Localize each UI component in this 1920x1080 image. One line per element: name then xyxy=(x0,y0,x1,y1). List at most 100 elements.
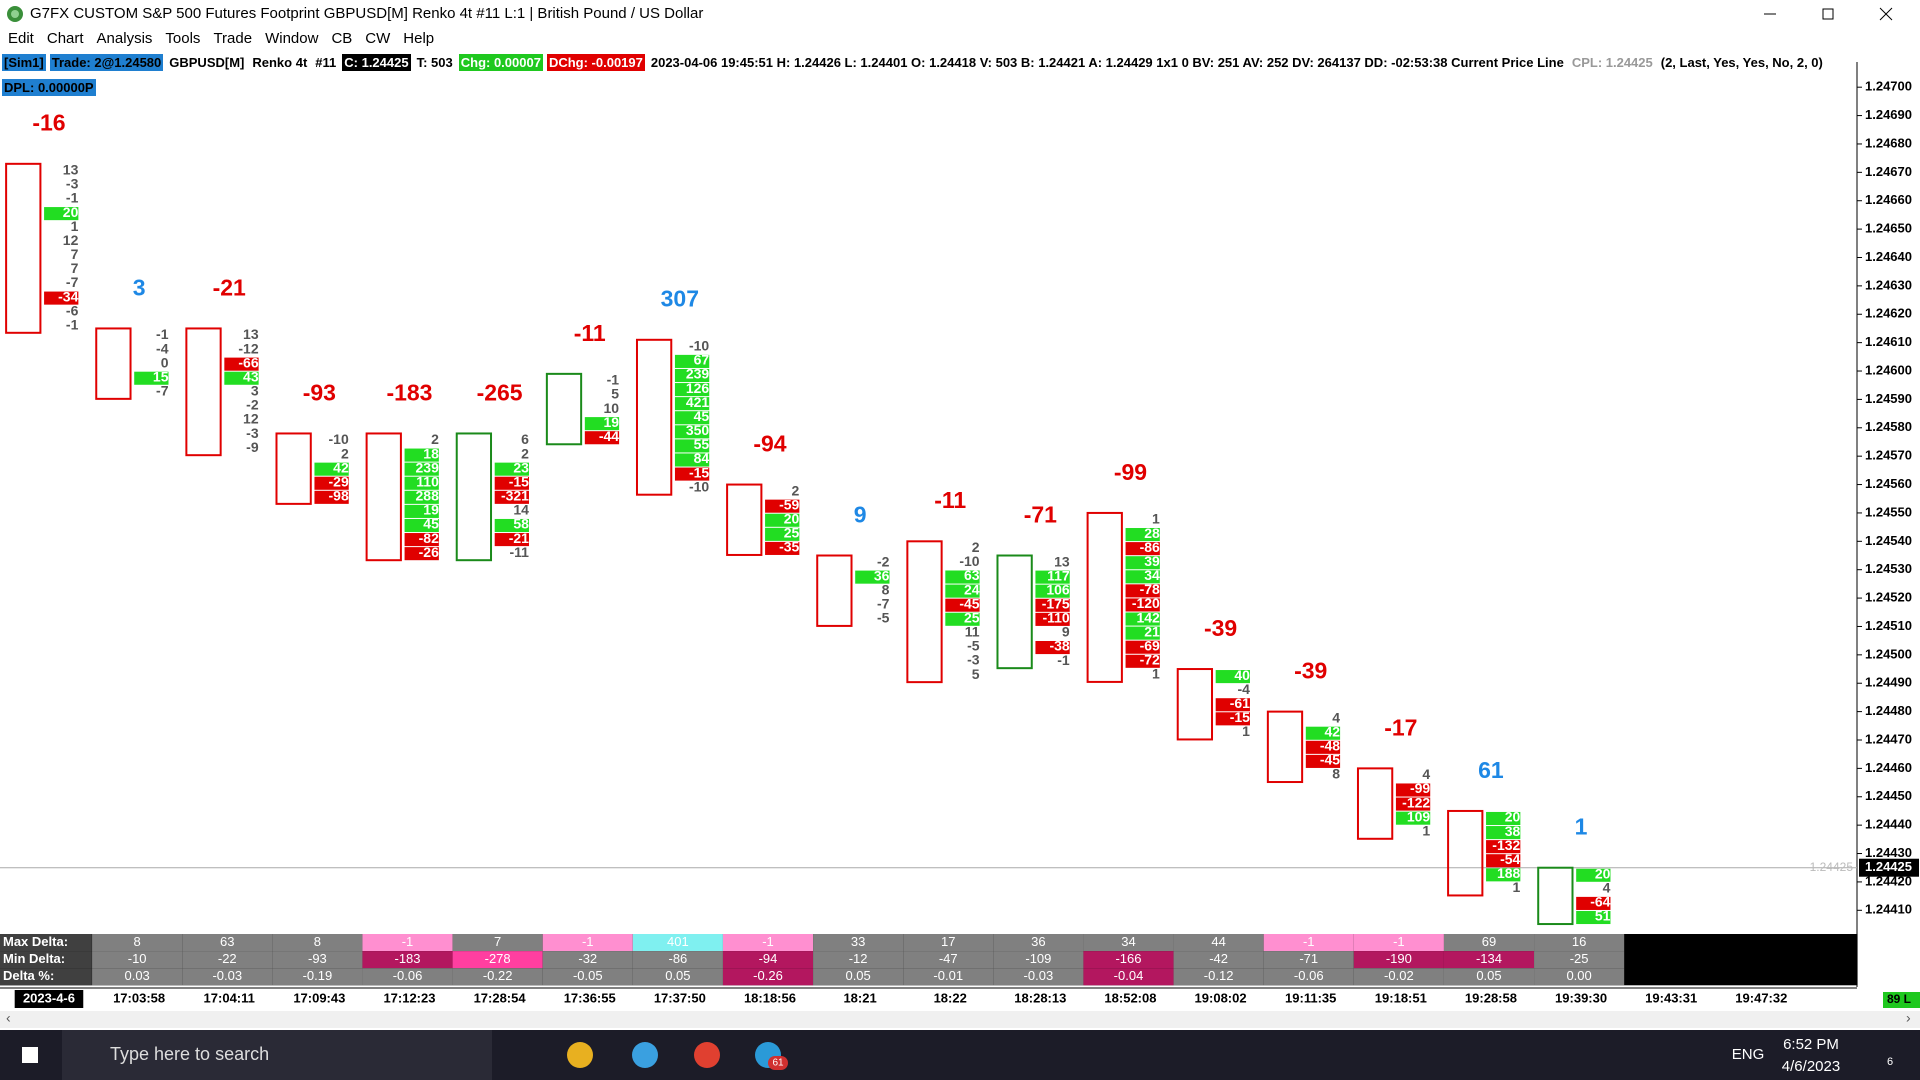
delta-value: -1 xyxy=(607,372,620,388)
summary-cell xyxy=(1443,934,1535,952)
menu-item[interactable]: Edit xyxy=(8,30,34,47)
window-controls[interactable] xyxy=(1740,0,1920,28)
delta-cell xyxy=(494,518,529,533)
menu-item[interactable]: Chart xyxy=(46,30,84,47)
bar-box xyxy=(5,162,42,334)
menu-item[interactable]: Trade xyxy=(213,30,253,47)
delta-value: 63 xyxy=(964,567,980,583)
search-text: Type here to search xyxy=(110,1044,269,1064)
delta-cell xyxy=(1125,542,1160,556)
summary-cell xyxy=(182,951,273,969)
delta-value: -4 xyxy=(1238,681,1251,697)
summary-value: -1 xyxy=(402,934,414,949)
summary-value: -109 xyxy=(1025,951,1051,966)
time-label: 19:43:31 xyxy=(1645,990,1697,1005)
delta-cell xyxy=(1125,598,1160,612)
summary-cell xyxy=(272,934,363,952)
time-label: 19:18:51 xyxy=(1375,990,1427,1005)
status-field: T: 503 xyxy=(414,54,455,71)
summary-value: -12 xyxy=(849,951,868,966)
bar-delta: -11 xyxy=(934,487,966,513)
delta-cell xyxy=(674,439,710,453)
delta-value: -2 xyxy=(877,553,890,569)
delta-cell xyxy=(765,499,800,513)
delta-value: 13 xyxy=(1054,553,1070,569)
summary-value: -47 xyxy=(939,951,958,966)
delta-cell xyxy=(44,291,79,305)
summary-cell xyxy=(1083,934,1174,952)
status-field: GBPUSD[M] xyxy=(167,54,247,71)
summary-value: -94 xyxy=(759,951,778,966)
summary-value: -0.06 xyxy=(393,968,423,983)
delta-value: 350 xyxy=(686,422,710,438)
bar-delta: 307 xyxy=(661,286,699,312)
summary-value: -71 xyxy=(1299,951,1318,966)
delta-value: 11 xyxy=(965,624,980,640)
summary-cell xyxy=(993,934,1084,952)
delta-value: -1 xyxy=(1057,652,1070,668)
delta-cell xyxy=(1576,896,1611,910)
delta-value: 6 xyxy=(521,431,529,447)
delta-value: -59 xyxy=(779,496,799,512)
delta-value: 34 xyxy=(1144,567,1160,583)
delta-value: -5 xyxy=(877,610,890,626)
delta-value: -1 xyxy=(66,190,79,206)
summary-value: -0.06 xyxy=(1294,968,1324,983)
delta-value: 117 xyxy=(1047,567,1070,583)
delta-cell xyxy=(1125,570,1160,584)
delta-value: 36 xyxy=(874,567,890,583)
delta-cell xyxy=(674,383,710,397)
delta-value: 2 xyxy=(521,445,529,461)
delta-value: -48 xyxy=(1320,738,1340,754)
summary-cell xyxy=(1443,951,1535,969)
summary-cell xyxy=(1263,951,1354,969)
summary-value: -0.03 xyxy=(212,968,242,983)
delta-value: -110 xyxy=(1042,610,1069,626)
delta-value: -5 xyxy=(967,638,980,654)
summary-cell xyxy=(452,951,543,969)
summary-cell xyxy=(1353,934,1444,952)
time-label: 17:28:54 xyxy=(474,990,527,1005)
bar-delta: -93 xyxy=(303,379,336,405)
delta-value: 42 xyxy=(1325,723,1341,739)
delta-value: -44 xyxy=(599,428,619,444)
y-tick-label: 1.24480 xyxy=(1865,703,1912,718)
delta-cell xyxy=(1395,783,1431,797)
app-icon xyxy=(7,6,23,22)
status-field: [Sim1] xyxy=(2,54,46,71)
summary-cell xyxy=(1443,968,1535,986)
delta-cell xyxy=(584,417,620,431)
bar-delta: -39 xyxy=(1294,658,1327,684)
delta-value: -1 xyxy=(66,316,79,332)
summary-cell xyxy=(993,968,1084,986)
menu-item[interactable]: Window xyxy=(265,30,319,47)
summary-value: -1 xyxy=(1303,934,1315,949)
delta-value: 20 xyxy=(1595,865,1611,881)
menu-item[interactable]: CB xyxy=(331,30,353,47)
scroll-bar xyxy=(0,1011,1920,1028)
delta-value: 5 xyxy=(972,666,980,682)
summary-cell xyxy=(452,968,543,986)
delta-value: -9 xyxy=(246,439,259,455)
delta-cell xyxy=(1486,840,1521,854)
y-tick-label: 1.24430 xyxy=(1865,845,1912,860)
menu-item[interactable]: Tools xyxy=(165,30,201,47)
summary-value: -86 xyxy=(668,951,687,966)
summary-value: -1 xyxy=(762,934,774,949)
menu-item[interactable]: Analysis xyxy=(96,30,153,47)
delta-value: -21 xyxy=(509,530,529,546)
time-label: 19:28:58 xyxy=(1465,990,1517,1005)
summary-cell xyxy=(1263,934,1354,952)
delta-value: 42 xyxy=(333,459,349,475)
y-tick-label: 1.24460 xyxy=(1865,760,1912,775)
delta-value: 39 xyxy=(1144,553,1160,569)
time-label: 17:37:50 xyxy=(654,990,706,1005)
delta-cell xyxy=(404,547,439,561)
bar-box xyxy=(455,432,493,562)
summary-cell xyxy=(993,951,1084,969)
summary-cell xyxy=(1353,968,1444,986)
delta-cell xyxy=(1305,726,1341,740)
menu-item[interactable]: Help xyxy=(403,30,435,47)
menu-item[interactable]: CW xyxy=(365,30,391,47)
summary-value: -0.03 xyxy=(1024,968,1054,983)
